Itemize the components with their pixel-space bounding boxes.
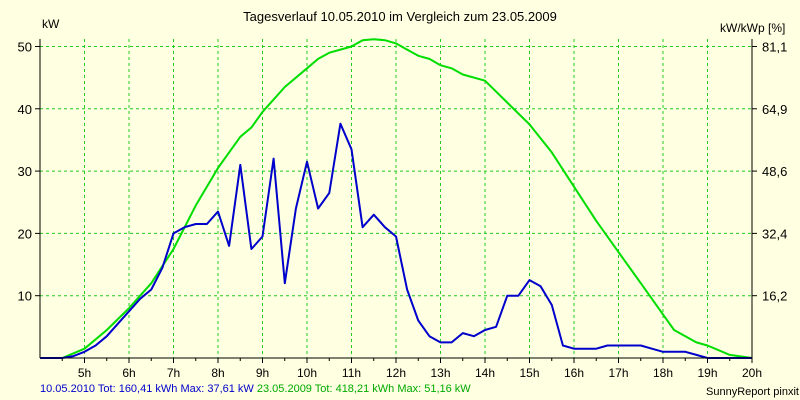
y-tick-label-right: 64,9 (762, 102, 787, 117)
series-layer (40, 38, 753, 359)
tick-labels: 5h 6h 7h 8h 9h 10h 11h 12h 13h 14h 15h 16h 17h 18h 19h… (18, 39, 788, 380)
y-tick-label-left: 20 (18, 226, 32, 241)
x-tick-label: 15h (519, 366, 539, 380)
series-line-10-05-2010 (40, 122, 752, 359)
axes (35, 39, 757, 363)
chart-title: Tagesverlauf 10.05.2010 im Vergleich zum… (243, 9, 557, 24)
x-tick-label: 8h (211, 366, 224, 380)
summary-2010: 10.05.2010 Tot: 160,41 kWh Max: 37,61 kW (40, 383, 254, 395)
x-tick-label: 6h (122, 366, 135, 380)
y-tick-label-right: 16,2 (762, 289, 787, 304)
x-tick-label: 11h (342, 366, 361, 380)
y-axis-left-label: kW (42, 17, 60, 31)
y-tick-label-right: 32,4 (762, 226, 787, 241)
x-tick-label: 7h (167, 366, 180, 380)
x-tick-label: 18h (653, 366, 673, 380)
x-tick-label: 9h (256, 366, 269, 380)
y-tick-label-right: 81,1 (762, 39, 787, 54)
y-tick-label-right: 48,6 (762, 164, 787, 179)
x-tick-label: 19h (697, 366, 717, 380)
grid (40, 39, 753, 358)
x-tick-label: 13h (430, 366, 450, 380)
x-tick-label: 12h (386, 366, 406, 380)
footer-summary: 10.05.2010 Tot: 160,41 kWh Max: 37,61 kW… (40, 383, 471, 395)
x-tick-label: 17h (608, 366, 628, 380)
footer-credit: SunnyReport pinxit (706, 386, 799, 398)
summary-2009: 23.05.2009 Tot: 418,21 kWh Max: 51,16 kW (256, 383, 471, 395)
y-axis-right-label: kW/kWp [%] (720, 21, 786, 35)
y-tick-label-left: 40 (18, 102, 32, 117)
x-tick-label: 5h (78, 366, 91, 380)
series-line-23-05-2009 (40, 38, 753, 359)
y-tick-label-left: 10 (18, 289, 32, 304)
y-tick-label-left: 30 (18, 164, 32, 179)
x-tick-label: 14h (475, 366, 495, 380)
x-tick-label: 20h (742, 366, 762, 380)
x-tick-label: 10h (297, 366, 317, 380)
x-tick-label: 16h (564, 366, 584, 380)
y-tick-label-left: 50 (18, 39, 32, 54)
